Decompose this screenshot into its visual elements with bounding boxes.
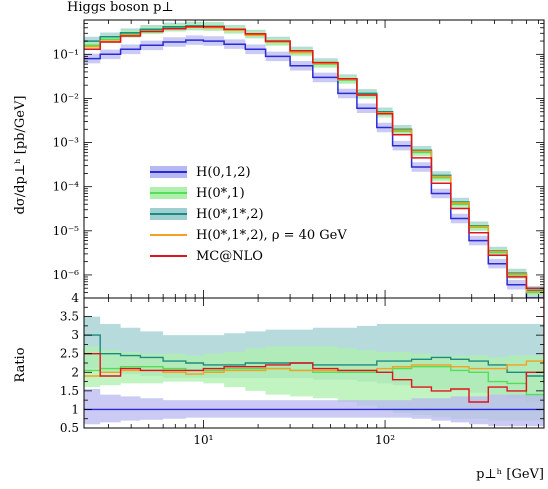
bottom-lines <box>84 298 544 411</box>
ratio-line-h-0-1 <box>84 366 544 399</box>
x-tick-label: 10¹ <box>193 433 213 447</box>
y-axis-label-main: dσ/dp⊥ʰ [pb/GeV] <box>13 96 28 215</box>
ratio-y-tick-label: 1.5 <box>60 384 79 398</box>
ratio-y-tick-label: 2.5 <box>60 347 79 361</box>
series-line-mc-nlo <box>84 26 544 298</box>
ratio-line-h-0-1-2 <box>84 334 544 384</box>
y-tick-label: 10⁻¹ <box>53 47 79 61</box>
ratio-y-tick-label: 3.5 <box>60 310 79 324</box>
ratio-y-tick-label: 1 <box>71 402 79 416</box>
y-tick-label: 10⁻² <box>53 91 80 105</box>
ratio-band-h-0-1-2 <box>84 389 544 427</box>
x-axis-label: p⊥ʰ [GeV] <box>476 467 544 482</box>
legend: H(0,1,2) H(0*,1) H(0*,1*,2) H(0*,1*,2), ρ =… <box>150 165 347 264</box>
series-line-h-0-1-2-40-gev <box>84 26 544 298</box>
y-tick-label: 10⁻⁵ <box>53 224 80 238</box>
top-lines <box>84 25 544 298</box>
legend-label-h-0-1-2-40-gev: H(0*,1*,2), ρ = 40 GeV <box>196 228 347 243</box>
y-tick-label: 10⁻³ <box>53 136 80 150</box>
legend-label-h-0-1-2: H(0*,1*,2) <box>196 207 264 222</box>
ratio-line-h-0-1-2-40-gev <box>84 360 544 377</box>
ratio-line-mc-nlo <box>84 298 544 403</box>
axis-tick-labels: 10¹ 10² 10⁻⁶ 10⁻⁵ 10⁻⁴ 10⁻³ 10⁻² 10⁻¹ 0.5 1 1.5 2 2.… <box>53 47 396 447</box>
ratio-y-tick-label: 4 <box>71 291 79 305</box>
legend-label-h-0-1-2: H(0,1,2) <box>196 165 251 180</box>
y-axis-label-ratio: Ratio <box>13 347 28 382</box>
y-tick-label: 10⁻⁴ <box>53 180 80 194</box>
y-tick-label: 10⁻⁶ <box>53 268 80 282</box>
x-tick-label: 10² <box>375 433 395 447</box>
chart-title: Higgs boson p⊥ <box>67 0 174 15</box>
legend-label-mc-nlo: MC@NLO <box>196 249 263 264</box>
axis-ticks <box>84 20 544 429</box>
legend-label-h-0-1: H(0*,1) <box>196 186 245 201</box>
ratio-y-tick-label: 3 <box>71 328 79 342</box>
ratio-y-tick-label: 2 <box>71 365 79 379</box>
ratio-y-tick-label: 0.5 <box>60 421 79 435</box>
